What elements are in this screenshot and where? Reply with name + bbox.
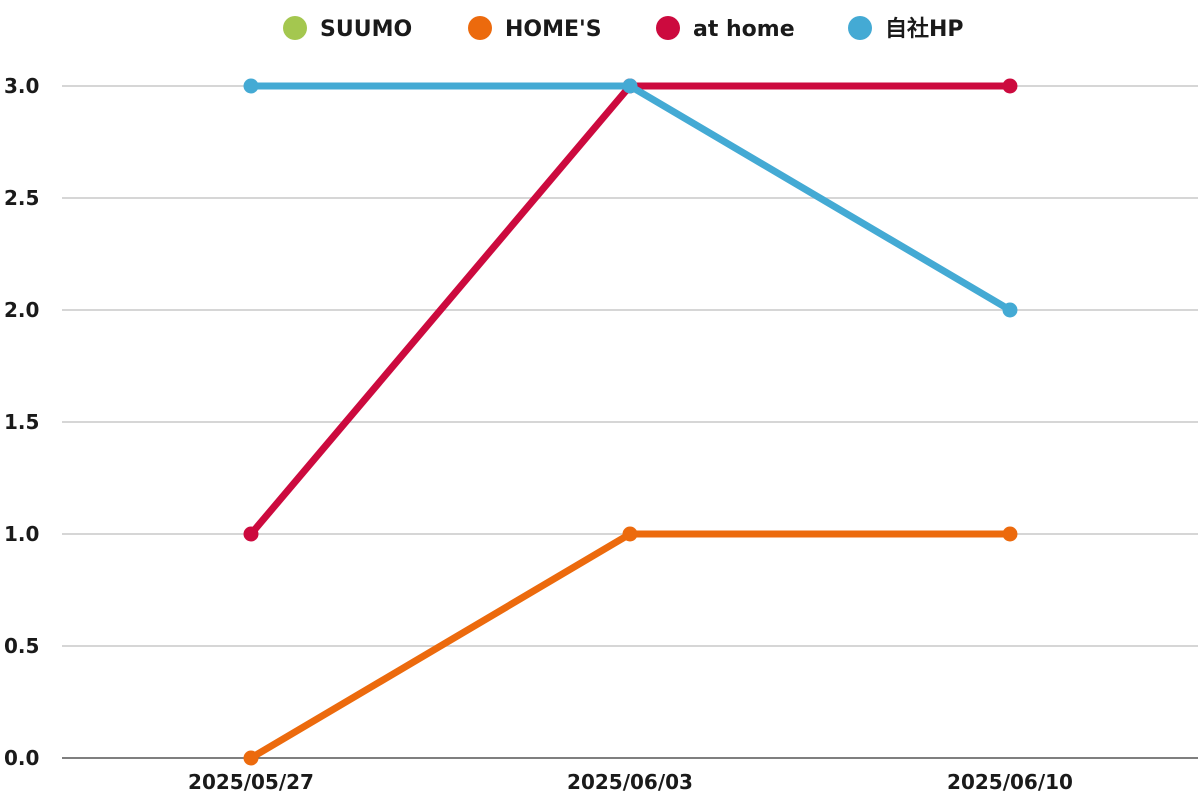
legend-label: SUUMO bbox=[320, 17, 412, 42]
data-point[interactable] bbox=[622, 78, 638, 94]
data-point[interactable] bbox=[1002, 302, 1018, 318]
legend-item[interactable]: 自社HP bbox=[848, 16, 964, 42]
data-point[interactable] bbox=[243, 526, 259, 542]
y-tick-label: 0.0 bbox=[4, 746, 39, 770]
y-tick-label: 2.0 bbox=[4, 298, 39, 322]
series-home-s-group bbox=[243, 526, 1018, 766]
y-tick-label: 1.0 bbox=[4, 522, 39, 546]
data-point[interactable] bbox=[1002, 78, 1018, 94]
y-axis-ticks: 0.0 0.5 1.0 1.5 2.0 2.5 3.0 bbox=[4, 74, 39, 770]
legend-item[interactable]: at home bbox=[656, 16, 795, 42]
series-hp-group bbox=[243, 78, 1018, 318]
legend-swatch bbox=[848, 16, 872, 40]
data-point[interactable] bbox=[243, 750, 259, 766]
legend-swatch bbox=[656, 16, 680, 40]
legend-item[interactable]: SUUMO bbox=[283, 16, 412, 42]
x-tick-label: 2025/05/27 bbox=[188, 770, 314, 794]
legend-swatch bbox=[283, 16, 307, 40]
series-layer bbox=[243, 78, 1018, 766]
legend: SUUMO HOME'S at home 自社HP bbox=[283, 16, 964, 42]
x-axis-ticks: 2025/05/27 2025/06/03 2025/06/10 bbox=[188, 770, 1073, 794]
data-point[interactable] bbox=[622, 526, 638, 542]
y-tick-label: 3.0 bbox=[4, 74, 39, 98]
legend-label: at home bbox=[693, 17, 795, 42]
y-tick-label: 1.5 bbox=[4, 410, 39, 434]
y-tick-label: 2.5 bbox=[4, 186, 39, 210]
y-tick-label: 0.5 bbox=[4, 634, 39, 658]
legend-label: 自社HP bbox=[885, 16, 964, 42]
data-point[interactable] bbox=[243, 78, 259, 94]
legend-swatch bbox=[468, 16, 492, 40]
data-point[interactable] bbox=[1002, 526, 1018, 542]
legend-label: HOME'S bbox=[505, 17, 602, 42]
x-tick-label: 2025/06/10 bbox=[947, 770, 1073, 794]
grid-layer bbox=[62, 85, 1198, 759]
legend-item[interactable]: HOME'S bbox=[468, 16, 602, 42]
x-tick-label: 2025/06/03 bbox=[567, 770, 693, 794]
